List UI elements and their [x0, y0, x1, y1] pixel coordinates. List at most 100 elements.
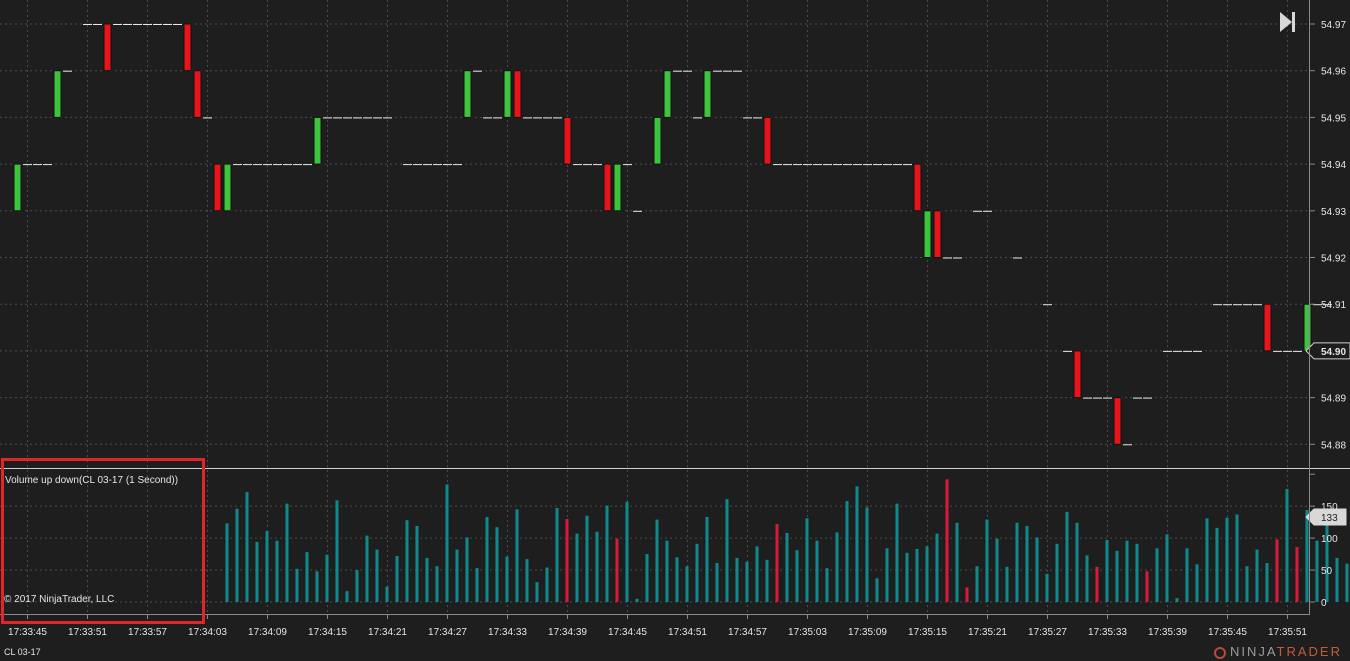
volume-bar [1335, 557, 1339, 602]
volume-bar [945, 479, 949, 602]
volume-bar [1275, 539, 1279, 602]
volume-bar [1215, 527, 1219, 602]
volume-bar [775, 524, 779, 602]
volume-bar [955, 522, 959, 602]
price-bar [703, 70, 712, 118]
volume-bar [355, 570, 359, 602]
volume-bar [375, 549, 379, 602]
price-bar [913, 163, 922, 212]
volume-bar [1195, 564, 1199, 602]
volume-bar [415, 525, 419, 602]
brand-part1: NINJA [1229, 644, 1277, 659]
volume-bar [485, 517, 489, 602]
time-axis: 17:33:45 17:33:51 17:33:57 17:34:03 17:34:09… [8, 614, 1307, 638]
last-price-marker [1305, 342, 1350, 360]
price-bar [183, 23, 192, 72]
volume-bar [785, 532, 789, 602]
time-tick-label: 17:35:27 [1028, 627, 1067, 638]
time-tick-label: 17:34:57 [728, 627, 767, 638]
volume-bar [295, 568, 299, 602]
volume-bar [365, 535, 369, 602]
volume-bar [1025, 525, 1029, 602]
price-bar [223, 163, 232, 212]
volume-bar [385, 586, 389, 602]
volume-bar [635, 598, 639, 602]
volume-bar [1305, 509, 1309, 602]
volume-bar [1235, 514, 1239, 602]
volume-bar [1095, 566, 1099, 602]
volume-bar [665, 540, 669, 602]
price-bar [763, 116, 772, 165]
volume-bar [1295, 547, 1299, 602]
time-tick-label: 17:34:33 [488, 627, 527, 638]
volume-bar [255, 541, 259, 602]
volume-bar [325, 554, 329, 602]
volume-bar [745, 561, 749, 602]
price-tick-label: 54.93 [1321, 207, 1346, 218]
volume-bar [535, 582, 539, 602]
volume-bar [655, 519, 659, 602]
price-bar [653, 116, 662, 165]
volume-tick-label: 50 [1321, 566, 1333, 577]
volume-bar [265, 531, 269, 602]
volume-bar [795, 550, 799, 602]
volume-bar [705, 517, 709, 602]
volume-bar [815, 540, 819, 602]
price-bar [213, 163, 222, 212]
time-tick-label: 17:35:39 [1148, 627, 1187, 638]
price-bar [563, 116, 572, 165]
volume-bar [765, 559, 769, 602]
volume-bar [235, 508, 239, 602]
price-bar [603, 163, 612, 212]
price-tick-label: 54.96 [1321, 67, 1346, 78]
volume-bar [835, 532, 839, 602]
volume-bar [685, 566, 689, 602]
volume-bar [585, 515, 589, 602]
time-tick-label: 17:35:09 [848, 627, 887, 638]
scroll-to-end-icon[interactable] [1279, 11, 1297, 33]
volume-bar [1065, 511, 1069, 602]
volume-bar [605, 505, 609, 602]
volume-bar [315, 571, 319, 602]
volume-bar [1165, 534, 1169, 602]
time-tick-label: 17:34:21 [368, 627, 407, 638]
volume-bar [985, 519, 989, 602]
volume-bar [1055, 543, 1059, 602]
time-tick-label: 17:35:03 [788, 627, 827, 638]
volume-bar [245, 492, 249, 602]
volume-bar [915, 548, 919, 602]
time-tick-label: 17:35:45 [1208, 627, 1247, 638]
time-tick-label: 17:34:39 [548, 627, 587, 638]
volume-bar [305, 552, 309, 602]
price-tick-label: 54.88 [1321, 440, 1346, 451]
volume-tick-label: 0 [1321, 598, 1327, 609]
time-tick-label: 17:34:15 [308, 627, 347, 638]
volume-bar [345, 591, 349, 602]
volume-bar [525, 559, 529, 602]
price-tick-label: 54.95 [1321, 113, 1346, 124]
volume-bar [1175, 598, 1179, 602]
volume-bar [905, 552, 909, 602]
last-volume-label: 133 [1321, 513, 1338, 524]
volume-bar [695, 543, 699, 602]
volume-bar [335, 500, 339, 602]
price-bar [103, 23, 112, 72]
time-tick-label: 17:34:27 [428, 627, 467, 638]
volume-bar [595, 531, 599, 602]
volume-bar [975, 566, 979, 602]
volume-bar [875, 578, 879, 602]
indicator-label: Volume up down(CL 03-17 (1 Second)) [5, 475, 179, 486]
volume-bar [895, 503, 899, 602]
brand-part2: TRADER [1276, 644, 1342, 659]
volume-bar [825, 568, 829, 602]
volume-bar [935, 533, 939, 602]
price-tick-label: 54.89 [1321, 394, 1346, 405]
volume-bar [545, 567, 549, 602]
price-bar [613, 163, 622, 212]
volume-bar [1115, 550, 1119, 602]
volume-bar [725, 499, 729, 602]
volume-bar [1155, 548, 1159, 602]
price-bar [513, 70, 522, 118]
volume-bar [425, 557, 429, 602]
